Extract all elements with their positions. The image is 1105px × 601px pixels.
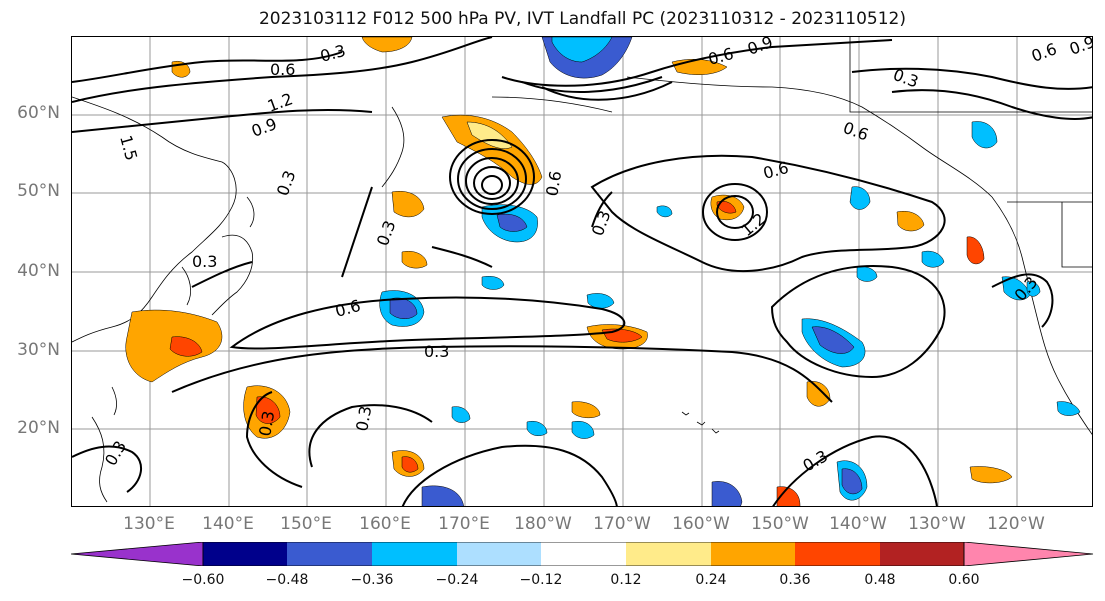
lat-label-20n: 20°N xyxy=(17,418,60,438)
colorbar-bin xyxy=(287,542,372,566)
contour-label: 0.9 xyxy=(745,37,775,59)
lon-label-140w: 140°W xyxy=(829,514,887,534)
lon-label-130e: 130°E xyxy=(123,514,175,534)
contour-label: 1.5 xyxy=(116,133,141,163)
colorbar-tick: 0.12 xyxy=(610,572,642,588)
lon-label-130w: 130°W xyxy=(908,514,966,534)
colorbar-tick: −0.24 xyxy=(435,572,479,588)
colorbar-tick: −0.60 xyxy=(181,572,225,588)
colorbar-bin xyxy=(372,542,457,566)
lon-label-150e: 150°E xyxy=(280,514,332,534)
contour-label: 0.6 xyxy=(841,118,871,145)
contour-label: 0.3 xyxy=(424,342,449,361)
contour-label: 0.6 xyxy=(542,169,565,197)
contour-label: 0.9 xyxy=(249,114,279,141)
lon-label-170w: 170°W xyxy=(593,514,651,534)
lon-label-160e: 160°E xyxy=(359,514,411,534)
colorbar-bin xyxy=(457,542,541,566)
map-title: 2023103112 F012 500 hPa PV, IVT Landfall… xyxy=(258,9,906,29)
contour-label: 0.9 xyxy=(1067,37,1093,59)
colorbar-bin xyxy=(626,542,711,566)
contour-label: 0.3 xyxy=(101,437,130,469)
lon-label-150w: 150°W xyxy=(751,514,809,534)
colorbar-bin xyxy=(795,542,880,566)
lon-label-180w: 180°W xyxy=(514,514,572,534)
colorbar-bin xyxy=(203,542,287,566)
contour-label: 1.2 xyxy=(737,209,769,240)
colorbar-bin xyxy=(711,542,795,566)
colorbar-extend-low xyxy=(71,542,204,566)
colorbar-extend-high xyxy=(963,542,1094,566)
contour-label: 0.6 xyxy=(1029,39,1059,66)
colorbar-tick: −0.48 xyxy=(265,572,309,588)
contour-label: 0.6 xyxy=(333,296,363,321)
coastlines xyxy=(72,37,1092,503)
lat-label-50n: 50°N xyxy=(17,181,60,201)
lon-label-160w: 160°W xyxy=(672,514,730,534)
lon-label-120w: 120°W xyxy=(987,514,1045,534)
colorbar-tick: 0.60 xyxy=(948,572,980,588)
lon-label-170e: 170°E xyxy=(438,514,490,534)
pv-contours xyxy=(72,37,1092,506)
contour-label: 0.3 xyxy=(373,218,400,248)
lat-label-40n: 40°N xyxy=(17,261,60,281)
contour-label: 0.3 xyxy=(588,208,615,238)
lat-label-60n: 60°N xyxy=(17,103,60,123)
lon-label-140e: 140°E xyxy=(202,514,254,534)
contour-label: 0.3 xyxy=(318,41,348,66)
contour-label: 0.3 xyxy=(273,168,300,198)
colorbar-tick: 0.24 xyxy=(695,572,727,588)
colorbar-bin xyxy=(880,542,964,566)
colorbar xyxy=(71,542,1094,566)
contour-label: 0.3 xyxy=(800,446,832,475)
contour-label: 0.6 xyxy=(761,158,791,183)
colorbar-tick: −0.36 xyxy=(350,572,394,588)
map-canvas: 0.3 0.6 0.9 1.2 1.5 0.6 0.3 0.3 0.3 0.3 … xyxy=(72,37,1093,506)
colorbar-tick: 0.36 xyxy=(779,572,811,588)
contour-label: 0.6 xyxy=(270,60,295,79)
contour-label: 0.3 xyxy=(192,252,217,271)
contour-label: 0.6 xyxy=(706,44,736,69)
map-panel: 0.3 0.6 0.9 1.2 1.5 0.6 0.3 0.3 0.3 0.3 … xyxy=(71,36,1093,507)
contour-label: 0.3 xyxy=(255,409,278,437)
colorbar-tick: −0.12 xyxy=(519,572,563,588)
contour-label: 0.3 xyxy=(352,404,375,432)
colorbar-tick: 0.48 xyxy=(864,572,896,588)
colorbar-bin xyxy=(541,542,626,566)
lat-label-30n: 30°N xyxy=(17,340,60,360)
